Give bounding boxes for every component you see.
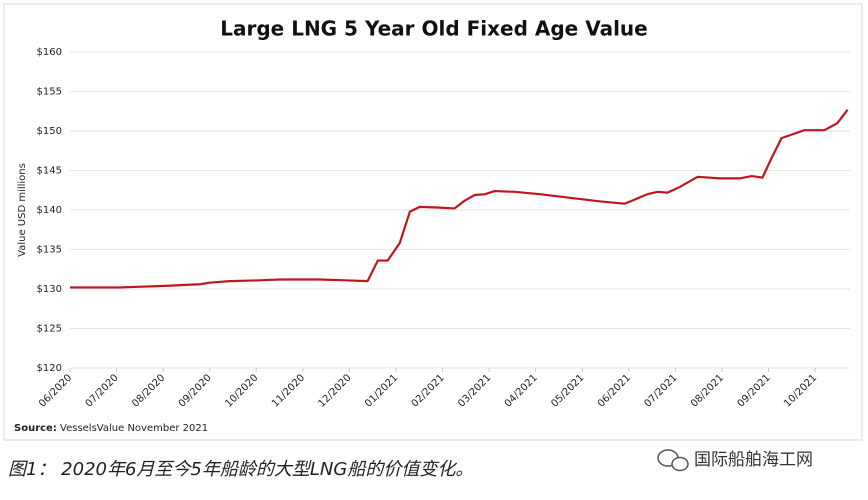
y-tick-label: $125: [37, 324, 62, 335]
y-tick-label: $160: [37, 47, 62, 58]
watermark: 国际船舶海工网: [694, 450, 813, 470]
chart-frame: [3, 3, 863, 441]
y-tick-label: $120: [37, 363, 62, 374]
series-line: [70, 109, 849, 289]
source: Source: VesselsValue November 2021: [14, 423, 208, 434]
chart-title: Large LNG 5 Year Old Fixed Age Value: [220, 17, 647, 41]
y-axis-label: Value USD millions: [17, 163, 28, 257]
source-label: Source:: [14, 423, 57, 434]
y-tick-label: $145: [37, 166, 62, 177]
y-tick-label: $130: [37, 284, 62, 295]
watermark-icon: [657, 449, 689, 472]
caption: 图1： 2020年6月至今5年船龄的大型LNG船的价值变化。: [8, 459, 473, 480]
y-tick-label: $155: [37, 87, 62, 98]
source-text: VesselsValue November 2021: [57, 423, 208, 434]
y-tick-label: $135: [37, 245, 62, 256]
y-tick-label: $150: [37, 126, 62, 137]
y-tick-label: $140: [37, 205, 62, 216]
